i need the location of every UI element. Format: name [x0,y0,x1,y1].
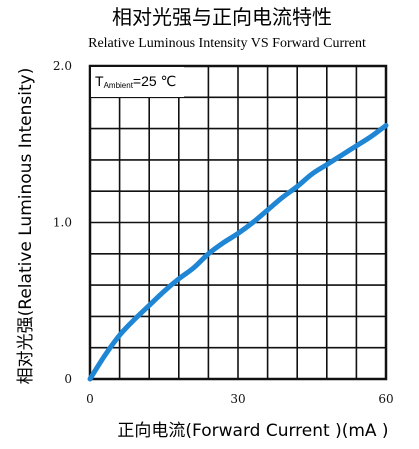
annotation-subscript: Ambient [104,81,134,90]
annotation-prefix: T [95,73,104,89]
x-tick-label: 0 [86,392,94,406]
y-tick-label: 2.0 [53,59,72,73]
x-tick-label: 60 [378,392,393,406]
series-line [87,122,389,382]
y-tick-label: 0 [64,372,72,386]
chart-subtitle: Relative Luminous Intensity VS Forward C… [88,36,366,51]
y-tick-label: 1.0 [53,216,72,230]
plot-area-frame [88,64,388,381]
x-axis-label: 正向电流(Forward Current )(mA ) [117,421,388,441]
annotation-suffix: =25 ℃ [133,73,176,89]
grid-layer [90,66,386,379]
x-tick-label: 30 [230,392,245,406]
ambient-temperature-annotation: TAmbient=25 ℃ [95,73,176,90]
annotation-box [91,67,184,97]
series-layer [87,122,389,382]
tick-labels: 0 30 60 0 1.0 2.0 [53,59,394,406]
y-axis-label: 相对光强(Relative Luminous Intensity) [16,68,36,385]
chart-title: 相对光强与正向电流特性 [112,5,332,29]
